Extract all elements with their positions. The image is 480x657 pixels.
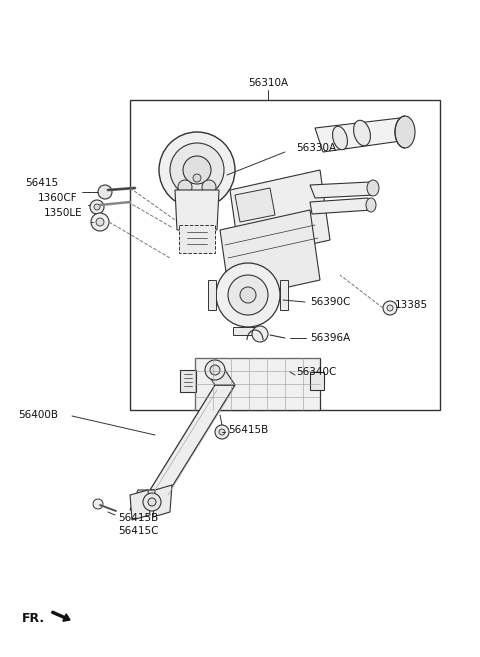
Bar (179, 225, 215, 253)
Text: 56400B: 56400B (18, 410, 58, 420)
Ellipse shape (148, 498, 156, 506)
Polygon shape (208, 280, 216, 310)
Text: 56415B: 56415B (228, 425, 268, 435)
Text: 56340C: 56340C (296, 367, 336, 377)
Polygon shape (315, 118, 408, 152)
Ellipse shape (183, 156, 211, 184)
Polygon shape (280, 280, 288, 310)
Ellipse shape (228, 275, 268, 315)
Polygon shape (130, 490, 170, 510)
Polygon shape (175, 190, 219, 230)
FancyArrow shape (51, 611, 70, 622)
Ellipse shape (170, 143, 224, 197)
Text: 56415: 56415 (25, 178, 58, 188)
Bar (310, 372, 324, 390)
Ellipse shape (395, 116, 415, 148)
Ellipse shape (96, 218, 104, 226)
Bar (195, 358, 320, 410)
Ellipse shape (215, 425, 229, 439)
Text: 56310A: 56310A (248, 78, 288, 88)
Text: 1350LE: 1350LE (44, 208, 83, 218)
Ellipse shape (91, 213, 109, 231)
Ellipse shape (205, 360, 225, 380)
Ellipse shape (252, 326, 268, 342)
Ellipse shape (98, 185, 112, 199)
Text: 56390C: 56390C (310, 297, 350, 307)
Polygon shape (150, 385, 235, 490)
Text: 56330A: 56330A (296, 143, 336, 153)
Ellipse shape (90, 200, 104, 214)
Polygon shape (130, 490, 150, 520)
Text: 56415C: 56415C (118, 526, 158, 536)
Ellipse shape (367, 180, 379, 196)
Polygon shape (235, 188, 275, 222)
Polygon shape (153, 485, 172, 517)
Polygon shape (220, 210, 320, 300)
Ellipse shape (202, 180, 216, 194)
Ellipse shape (240, 287, 256, 303)
Text: 56396A: 56396A (310, 333, 350, 343)
Bar (180, 370, 196, 392)
Text: 1360CF: 1360CF (38, 193, 78, 203)
Ellipse shape (216, 263, 280, 327)
Bar (130, 100, 440, 410)
Polygon shape (205, 370, 235, 385)
Ellipse shape (93, 499, 103, 509)
Ellipse shape (366, 198, 376, 212)
Ellipse shape (219, 429, 225, 435)
Polygon shape (310, 182, 375, 198)
Text: 56415B: 56415B (118, 513, 158, 523)
Ellipse shape (387, 305, 393, 311)
Polygon shape (230, 170, 330, 260)
Ellipse shape (193, 174, 201, 182)
Ellipse shape (143, 493, 161, 511)
Text: 13385: 13385 (395, 300, 428, 310)
Ellipse shape (94, 204, 100, 210)
Ellipse shape (333, 126, 348, 150)
Ellipse shape (210, 365, 220, 375)
Polygon shape (310, 198, 372, 214)
Ellipse shape (178, 180, 192, 194)
Ellipse shape (159, 132, 235, 208)
Polygon shape (233, 327, 263, 335)
Ellipse shape (383, 301, 397, 315)
Ellipse shape (354, 120, 371, 146)
Text: FR.: FR. (22, 612, 45, 625)
